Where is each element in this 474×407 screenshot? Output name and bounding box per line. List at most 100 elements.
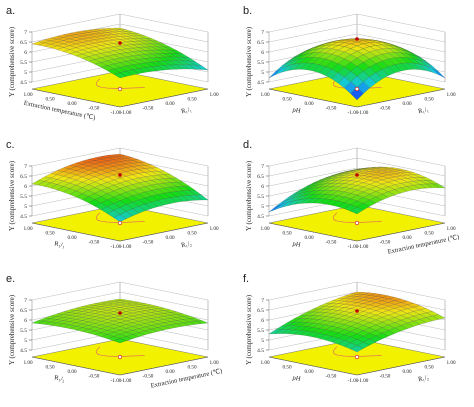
y-tick-label: 1.00 [446, 92, 455, 98]
y-tick-label: 0.00 [165, 369, 174, 375]
x-tick-label: -0.50 [326, 240, 337, 246]
y-tick-label: -1.00 [121, 244, 132, 250]
z-tick-label: 7 [24, 298, 27, 304]
panel-label: b. [243, 5, 252, 17]
design-point-floor [117, 86, 123, 92]
z-tick-label: 6 [261, 184, 264, 190]
z-tick-label: 5 [24, 70, 27, 76]
z-tick-label: 5 [261, 204, 264, 210]
y-tick-label: 1.00 [209, 226, 218, 232]
surface-panel: 4.5 5 5.5 6 6.5 7 1.00 0.50 0.00 -0.50 -1.00 -1.00 -… [243, 273, 456, 384]
surface-panel: 4.5 5 5.5 6 6.5 7 1.00 0.50 0.00 -0.50 -1.00 -1.00 -… [6, 139, 219, 250]
x-tick-label: -1.00 [348, 110, 359, 116]
box-edge [268, 356, 358, 376]
design-point-floor [354, 220, 360, 226]
x-axis-label: R₁/₂ [54, 374, 66, 383]
x-tick-label: -1.00 [111, 244, 122, 250]
panel-label: d. [243, 139, 252, 151]
x-tick-label: -0.50 [326, 106, 337, 112]
x-tick-label: -0.50 [326, 374, 337, 380]
design-point-floor [117, 354, 123, 360]
z-tick-label: 7 [261, 298, 264, 304]
box-edge [268, 222, 358, 242]
surface-cell [113, 214, 127, 223]
z-tick-label: 7 [24, 30, 27, 36]
y-axis-label: Extraction temperature (℃) [150, 368, 223, 390]
z-tick-label: 5 [261, 338, 264, 344]
surface-cell [113, 72, 127, 79]
floor-contour [333, 212, 382, 223]
x-tick-label: 1.00 [260, 226, 269, 232]
x-tick-label: -1.00 [348, 378, 359, 384]
x-tick-label: 0.50 [45, 231, 54, 237]
x-tick-label: -0.50 [89, 240, 100, 246]
x-tick-label: 0.00 [304, 369, 313, 375]
design-point-floor [354, 86, 360, 92]
y-axis-label: R₁/₂ [418, 374, 430, 383]
z-tick-label: 4.5 [257, 214, 264, 220]
design-point [355, 37, 359, 41]
y-tick-label: 0.00 [402, 101, 411, 107]
z-tick-label: 5 [261, 70, 264, 76]
z-tick-label: 4.5 [257, 348, 264, 354]
z-tick-label: 5.5 [20, 194, 27, 200]
z-tick-label: 6.5 [257, 40, 264, 46]
z-tick-label: 5.5 [257, 194, 264, 200]
z-axis-label: Y (comprehensive score) [245, 294, 253, 365]
z-tick-label: 6 [24, 50, 27, 56]
y-tick-label: -1.00 [121, 378, 132, 384]
z-tick-label: 6.5 [257, 174, 264, 180]
z-tick-label: 6.5 [257, 308, 264, 314]
x-tick-label: 0.50 [282, 365, 291, 371]
x-tick-label: 0.00 [67, 369, 76, 375]
x-tick-label: -0.50 [89, 374, 100, 380]
z-tick-label: 6 [24, 184, 27, 190]
x-tick-label: -0.50 [89, 106, 100, 112]
x-tick-label: 0.00 [67, 101, 76, 107]
box-edge [119, 222, 209, 242]
y-axis-label: R₁/₁ [418, 106, 430, 115]
y-tick-label: 0.00 [165, 101, 174, 107]
z-axis-label: Y (comprehensive score) [245, 160, 253, 231]
y-tick-label: -0.50 [380, 374, 391, 380]
x-tick-label: 0.00 [67, 235, 76, 241]
y-tick-label: 1.00 [446, 226, 455, 232]
box-edge [31, 88, 121, 108]
y-tick-label: 0.00 [165, 235, 174, 241]
floor-contour [96, 78, 145, 89]
y-tick-label: 1.00 [209, 360, 218, 366]
y-tick-label: 0.50 [424, 365, 433, 371]
y-axis-label: Extraction temperature (℃) [387, 234, 460, 256]
floor-contour [333, 346, 382, 357]
y-tick-label: -1.00 [358, 244, 369, 250]
y-tick-label: 0.50 [424, 97, 433, 103]
z-axis-label: Y (comprehensive score) [8, 26, 16, 97]
z-tick-label: 7 [261, 164, 264, 170]
x-tick-label: -1.00 [111, 378, 122, 384]
surface-cell [113, 338, 127, 344]
z-tick-label: 5.5 [20, 328, 27, 334]
surface-cell [350, 206, 364, 215]
design-point-floor [354, 354, 360, 360]
x-tick-label: -1.00 [111, 110, 122, 116]
y-tick-label: 1.00 [446, 360, 455, 366]
x-axis-label: pH [292, 106, 302, 115]
x-tick-label: 1.00 [23, 92, 32, 98]
y-axis-label: R₁/₁ [181, 106, 193, 115]
x-tick-label: 1.00 [260, 92, 269, 98]
y-tick-label: 0.50 [424, 231, 433, 237]
z-tick-label: 5 [24, 338, 27, 344]
z-tick-label: 5.5 [257, 328, 264, 334]
design-point [118, 311, 122, 315]
panel-label: e. [6, 273, 15, 285]
z-tick-label: 6 [24, 318, 27, 324]
x-tick-label: 0.50 [282, 97, 291, 103]
y-tick-label: 0.50 [187, 365, 196, 371]
x-tick-label: 1.00 [260, 360, 269, 366]
z-axis-label: Y (comprehensive score) [245, 26, 253, 97]
surface-cell [432, 68, 446, 79]
surface-panel: 4.5 5 5.5 6 6.5 7 1.00 0.50 0.00 -0.50 -1.00 -1.00 -… [6, 273, 223, 390]
y-tick-label: 0.00 [402, 235, 411, 241]
